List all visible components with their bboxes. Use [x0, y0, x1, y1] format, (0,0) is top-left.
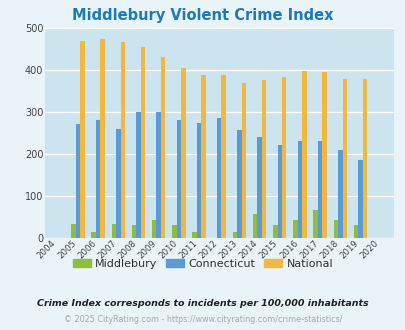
Bar: [71, 224, 76, 238]
Bar: [297, 141, 301, 238]
Legend: Middlebury, Connecticut, National: Middlebury, Connecticut, National: [68, 254, 337, 273]
Bar: [237, 130, 241, 238]
Text: Crime Index corresponds to incidents per 100,000 inhabitants: Crime Index corresponds to incidents per…: [37, 299, 368, 308]
Bar: [201, 76, 205, 238]
Bar: [358, 160, 362, 238]
Text: © 2025 CityRating.com - https://www.cityrating.com/crime-statistics/: © 2025 CityRating.com - https://www.city…: [64, 315, 341, 324]
Bar: [111, 224, 116, 238]
Bar: [80, 41, 84, 238]
Bar: [132, 225, 136, 238]
Bar: [91, 232, 96, 238]
Bar: [172, 225, 176, 238]
Bar: [196, 123, 201, 238]
Bar: [100, 39, 104, 238]
Bar: [151, 219, 156, 238]
Bar: [313, 210, 317, 238]
Bar: [261, 80, 266, 238]
Bar: [160, 56, 165, 238]
Bar: [257, 137, 261, 238]
Bar: [176, 120, 181, 238]
Bar: [353, 225, 358, 238]
Bar: [337, 150, 342, 238]
Bar: [317, 141, 322, 238]
Bar: [232, 232, 237, 238]
Bar: [292, 219, 297, 238]
Bar: [217, 118, 221, 238]
Bar: [362, 79, 366, 238]
Bar: [322, 73, 326, 238]
Bar: [96, 120, 100, 238]
Bar: [273, 225, 277, 238]
Bar: [241, 83, 245, 238]
Bar: [120, 42, 125, 238]
Bar: [342, 79, 346, 238]
Bar: [221, 76, 225, 238]
Bar: [141, 47, 145, 238]
Bar: [192, 232, 196, 238]
Bar: [76, 124, 80, 238]
Bar: [181, 68, 185, 238]
Bar: [136, 112, 141, 238]
Text: Middlebury Violent Crime Index: Middlebury Violent Crime Index: [72, 8, 333, 23]
Bar: [116, 129, 120, 238]
Bar: [281, 77, 286, 238]
Bar: [277, 146, 281, 238]
Bar: [252, 214, 257, 238]
Bar: [333, 219, 337, 238]
Bar: [301, 71, 306, 238]
Bar: [156, 112, 160, 238]
